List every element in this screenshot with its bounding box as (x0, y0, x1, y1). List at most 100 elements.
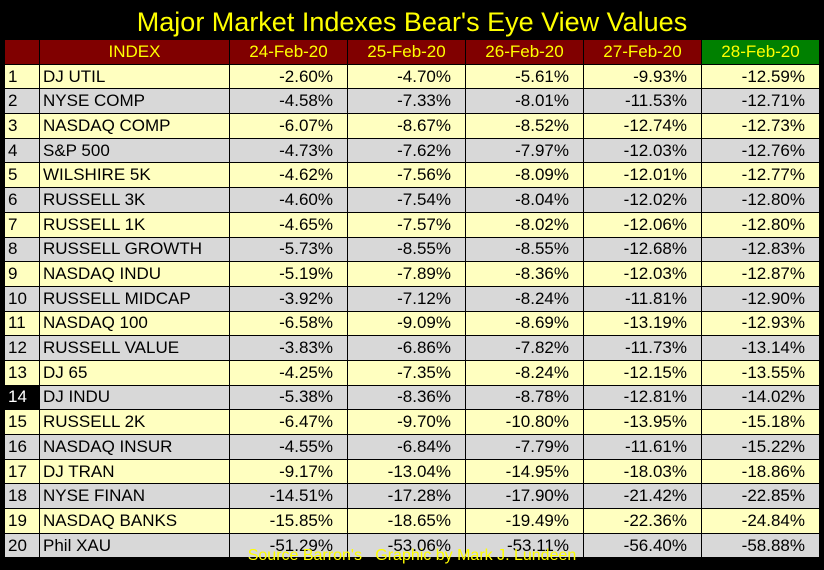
rank-cell: 3 (4, 113, 40, 139)
rank-cell: 19 (4, 508, 40, 534)
value-cell: -14.51% (229, 483, 348, 510)
value-cell: -12.81% (583, 384, 702, 411)
value-cell: -3.83% (229, 335, 348, 361)
table-row: 8 RUSSELL GROWTH -5.73% -8.55% -8.55% -12.68%… (4, 236, 820, 263)
header-cell: 27-Feb-20 (583, 39, 702, 65)
index-name-cell: DJ INDU (39, 384, 230, 411)
value-cell: -12.15% (583, 359, 702, 386)
value-cell: -7.79% (465, 434, 584, 460)
header-cell: 26-Feb-20 (465, 39, 584, 65)
index-name-cell: DJ TRAN (39, 458, 230, 485)
value-cell: -14.95% (465, 458, 584, 485)
value-cell: -7.54% (347, 187, 466, 213)
value-cell: -12.76% (701, 137, 820, 164)
value-cell: -12.02% (583, 187, 702, 213)
value-cell: -21.42% (583, 483, 702, 510)
value-cell: -8.02% (465, 211, 584, 238)
value-cell: -8.55% (347, 236, 466, 263)
index-name-cell: NASDAQ INDU (39, 261, 230, 287)
value-cell: -4.62% (229, 162, 348, 189)
value-cell: -8.78% (465, 384, 584, 411)
value-cell: -7.62% (347, 137, 466, 164)
value-cell: -7.82% (465, 335, 584, 361)
value-cell: -11.53% (583, 88, 702, 115)
value-cell: -19.49% (465, 508, 584, 534)
index-name-cell: RUSSELL MIDCAP (39, 285, 230, 312)
value-cell: -8.04% (465, 187, 584, 213)
rank-cell: 7 (4, 211, 40, 238)
value-cell: -11.81% (583, 285, 702, 312)
table-row: 14 DJ INDU -5.38% -8.36% -8.78% -12.81% -14.02… (4, 384, 820, 411)
index-name-cell: NASDAQ BANKS (39, 508, 230, 534)
value-cell: -13.55% (701, 359, 820, 386)
table-row: 13 DJ 65 -4.25% -7.35% -8.24% -12.15% -13.55% (4, 359, 820, 386)
value-cell: -12.83% (701, 236, 820, 263)
index-name-cell: DJ 65 (39, 359, 230, 386)
rank-cell: 4 (4, 137, 40, 164)
table-row: 19 NASDAQ BANKS -15.85% -18.65% -19.49% -22.3… (4, 508, 820, 534)
header-cell-latest: 28-Feb-20 (701, 39, 820, 65)
value-cell: -7.35% (347, 359, 466, 386)
value-cell: -6.58% (229, 310, 348, 337)
value-cell: -12.87% (701, 261, 820, 287)
value-cell: -56.40% (583, 532, 702, 559)
value-cell: -12.68% (583, 236, 702, 263)
value-cell: -12.03% (583, 261, 702, 287)
rank-cell: 6 (4, 187, 40, 213)
table-row: 12 RUSSELL VALUE -3.83% -6.86% -7.82% -11.73%… (4, 335, 820, 361)
index-name-cell: DJ UTIL (39, 63, 230, 90)
value-cell: -6.86% (347, 335, 466, 361)
index-name-cell: NASDAQ COMP (39, 113, 230, 139)
value-cell: -4.55% (229, 434, 348, 460)
table-row: 1 DJ UTIL -2.60% -4.70% -5.61% -9.93% -12.59% (4, 63, 820, 90)
value-cell: -8.69% (465, 310, 584, 337)
index-name-cell: NASDAQ 100 (39, 310, 230, 337)
table-row: 5 WILSHIRE 5K -4.62% -7.56% -8.09% -12.01% -12… (4, 162, 820, 189)
rank-cell: 10 (4, 285, 40, 312)
rank-cell: 11 (4, 310, 40, 337)
value-cell: -5.73% (229, 236, 348, 263)
value-cell: -15.18% (701, 409, 820, 435)
value-cell: -12.59% (701, 63, 820, 90)
rank-cell: 20 (4, 532, 40, 559)
value-cell: -51.29% (229, 532, 348, 559)
value-cell: -12.80% (701, 211, 820, 238)
value-cell: -8.52% (465, 113, 584, 139)
table-row: 11 NASDAQ 100 -6.58% -9.09% -8.69% -13.19% -12… (4, 310, 820, 337)
value-cell: -11.61% (583, 434, 702, 460)
value-cell: -13.14% (701, 335, 820, 361)
table-row: 16 NASDAQ INSUR -4.55% -6.84% -7.79% -11.61% -… (4, 434, 820, 460)
value-cell: -15.85% (229, 508, 348, 534)
table-row: 20 Phil XAU -51.29% -53.06% -53.11% -56.40% -5… (4, 532, 820, 559)
value-cell: -8.24% (465, 359, 584, 386)
header-cell: 24-Feb-20 (229, 39, 348, 65)
table-row: 6 RUSSELL 3K -4.60% -7.54% -8.04% -12.02% -12.… (4, 187, 820, 213)
value-cell: -8.01% (465, 88, 584, 115)
index-name-cell: WILSHIRE 5K (39, 162, 230, 189)
value-cell: -24.84% (701, 508, 820, 534)
rank-cell: 14 (4, 384, 40, 411)
value-cell: -8.24% (465, 285, 584, 312)
table-row: 3 NASDAQ COMP -6.07% -8.67% -8.52% -12.74% -12… (4, 113, 820, 139)
table-row: 9 NASDAQ INDU -5.19% -7.89% -8.36% -12.03% -12… (4, 261, 820, 287)
value-cell: -5.38% (229, 384, 348, 411)
value-cell: -12.74% (583, 113, 702, 139)
value-cell: -17.28% (347, 483, 466, 510)
index-name-cell: NASDAQ INSUR (39, 434, 230, 460)
value-cell: -4.65% (229, 211, 348, 238)
value-cell: -7.89% (347, 261, 466, 287)
value-cell: -22.36% (583, 508, 702, 534)
rank-cell: 2 (4, 88, 40, 115)
value-cell: -4.60% (229, 187, 348, 213)
value-cell: -12.80% (701, 187, 820, 213)
table-row: 17 DJ TRAN -9.17% -13.04% -14.95% -18.03% -18.… (4, 458, 820, 485)
rank-cell: 5 (4, 162, 40, 189)
value-cell: -53.06% (347, 532, 466, 559)
value-cell: -7.57% (347, 211, 466, 238)
value-cell: -22.85% (701, 483, 820, 510)
rank-cell: 13 (4, 359, 40, 386)
header-cell: 25-Feb-20 (347, 39, 466, 65)
value-cell: -7.33% (347, 88, 466, 115)
value-cell: -17.90% (465, 483, 584, 510)
